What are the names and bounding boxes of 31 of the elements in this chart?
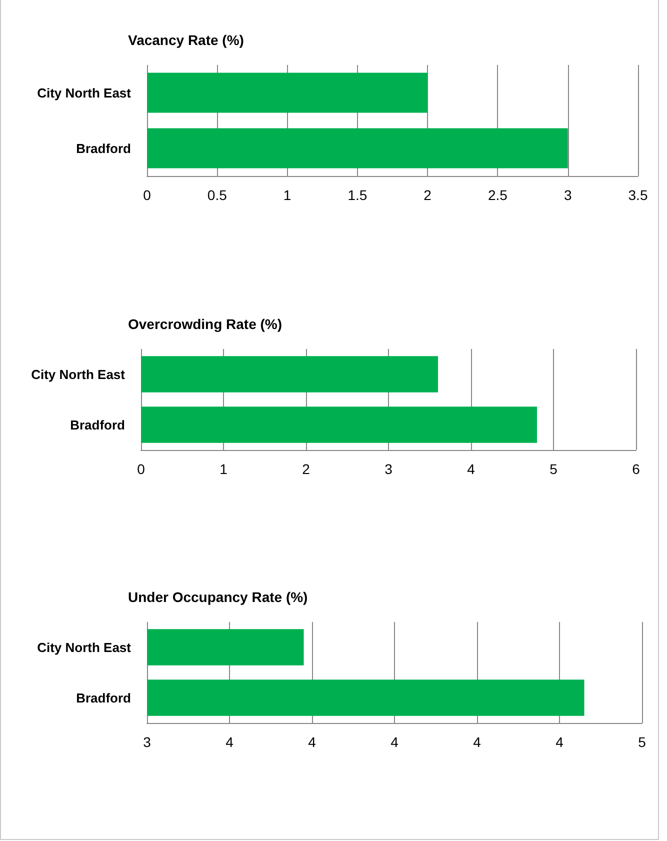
x-tick-label: 4 bbox=[226, 734, 234, 750]
y-tick-label: Bradford bbox=[76, 690, 132, 706]
x-tick-label: 4 bbox=[556, 734, 564, 750]
y-tick-label: City North East bbox=[37, 85, 132, 100]
x-tick-label: 3 bbox=[384, 461, 393, 477]
y-tick-label: City North East bbox=[31, 366, 126, 382]
x-tick-label: 1.5 bbox=[348, 187, 368, 203]
x-tick-label: 5 bbox=[550, 461, 558, 477]
x-tick-label: 0 bbox=[137, 461, 146, 477]
x-tick-label: 3 bbox=[143, 734, 152, 750]
x-tick-label: 2 bbox=[302, 461, 310, 477]
chart-title: Vacancy Rate (%) bbox=[128, 32, 244, 48]
x-tick-label: 3 bbox=[564, 187, 572, 203]
x-tick-label: 1 bbox=[283, 187, 292, 203]
y-tick-label: Bradford bbox=[70, 417, 126, 432]
x-tick-label: 4 bbox=[467, 461, 476, 477]
chart-title: Overcrowding Rate (%) bbox=[128, 316, 282, 332]
x-tick-label: 4 bbox=[308, 734, 316, 750]
x-tick-label: 0 bbox=[143, 187, 152, 203]
x-tick-label: 5 bbox=[638, 734, 646, 750]
x-tick-label: 2.5 bbox=[488, 187, 508, 203]
y-tick-label: Bradford bbox=[76, 140, 132, 156]
x-tick-label: 4 bbox=[473, 734, 482, 750]
x-tick-label: 6 bbox=[632, 461, 640, 477]
x-tick-label: 2 bbox=[424, 187, 432, 203]
x-tick-label: 1 bbox=[220, 461, 228, 477]
x-tick-label: 3.5 bbox=[628, 187, 648, 203]
x-tick-label: 4 bbox=[390, 734, 399, 750]
x-tick-label: 0.5 bbox=[207, 187, 228, 203]
chart-title: Under Occupancy Rate (%) bbox=[128, 589, 308, 605]
y-tick-label: City North East bbox=[37, 640, 132, 655]
